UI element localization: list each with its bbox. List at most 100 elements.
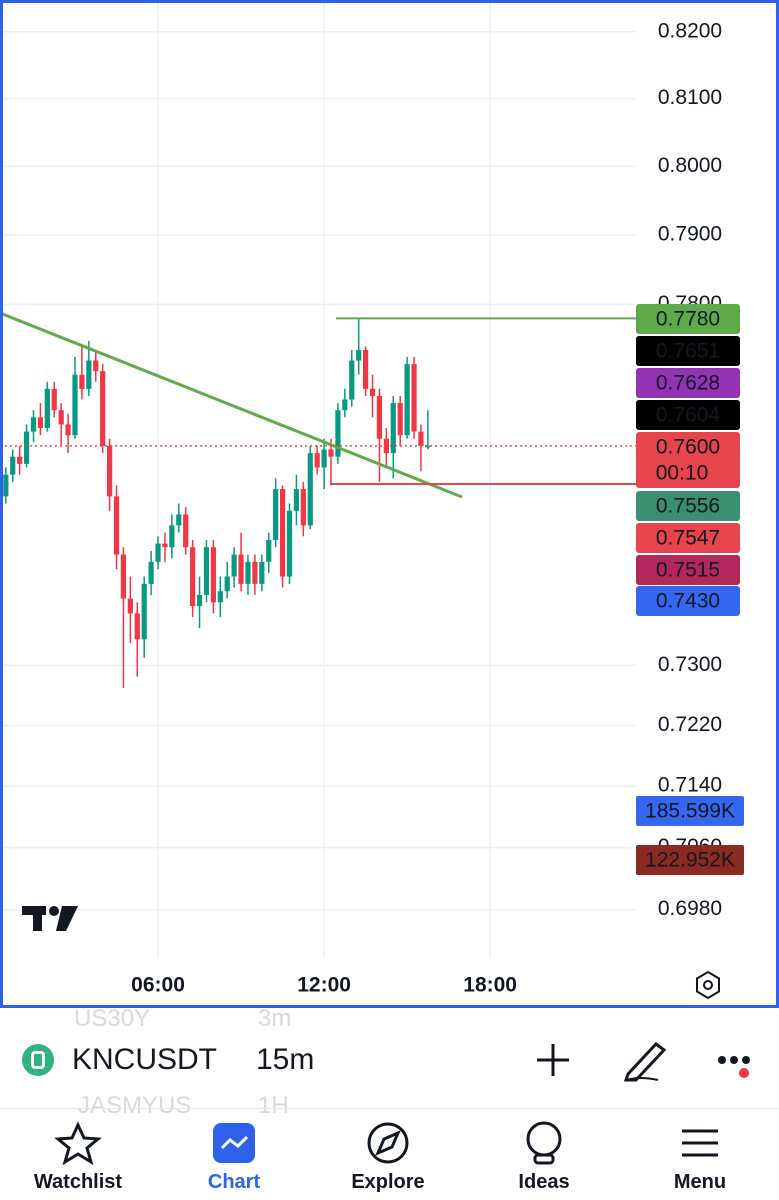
symbol-logo (22, 1044, 54, 1076)
candle-body (120, 554, 127, 599)
y-tick-label: 0.7220 (658, 713, 722, 736)
candle-body (356, 349, 362, 361)
ideas-icon[interactable] (526, 1121, 562, 1157)
trend-line (0, 311, 463, 499)
y-tick-label: 0.8100 (658, 86, 722, 109)
ghost-symbol: US30Y (74, 1005, 151, 1032)
menu-icon[interactable] (682, 1129, 718, 1157)
candle-body (127, 598, 133, 614)
price-badge-label: 0.7780 (656, 308, 720, 331)
countdown: 00:10 (656, 462, 709, 485)
draw-button[interactable] (623, 1041, 667, 1082)
candle-body (293, 489, 300, 511)
price-badge-label: 0.7651 (656, 340, 720, 363)
x-tick-label: 06:00 (131, 974, 185, 997)
grid (0, 0, 636, 958)
candle-body (328, 449, 334, 457)
candle-body (217, 591, 223, 603)
candle-body (134, 613, 140, 640)
candle-body (176, 514, 182, 526)
y-tick-label: 0.8000 (658, 154, 722, 177)
candle-body (196, 594, 203, 607)
candle-body (376, 395, 383, 439)
volume-badge (636, 845, 744, 875)
explore-icon[interactable] (367, 1122, 409, 1164)
price-badge-label: 0.7628 (656, 372, 720, 395)
nav-label[interactable]: Watchlist (33, 1171, 123, 1193)
price-badge (636, 586, 740, 616)
candle-body (390, 403, 396, 454)
price-badge (636, 400, 740, 430)
settings-icon[interactable] (696, 970, 720, 1000)
candle-body (3, 474, 9, 497)
overlay: 0.82000.81000.80000.79000.78000.73000.72… (0, 19, 744, 997)
candle-body (113, 496, 120, 555)
tv-logo (22, 906, 78, 931)
candle-body (286, 510, 293, 577)
nav-label[interactable]: Menu (673, 1171, 727, 1193)
candle-body (72, 374, 78, 436)
candle-body (411, 364, 417, 432)
price-badge-label: 0.7547 (656, 527, 720, 550)
explore-needle (375, 1130, 401, 1156)
candle-body (321, 449, 327, 468)
x-tick-label: 18:00 (463, 974, 517, 997)
y-tick-label: 0.7140 (658, 774, 722, 797)
volume-badge-label: 185.599K (645, 800, 735, 823)
y-tick-label: 0.6980 (658, 897, 722, 920)
candle-body (190, 547, 196, 607)
divider (0, 1108, 779, 1109)
symbol[interactable]: KNCUSDT (72, 1043, 218, 1076)
symbol-logo-mark (31, 1051, 45, 1069)
nav-label-active[interactable]: Chart (207, 1171, 261, 1193)
candle-body (363, 349, 369, 389)
nav-icons (54, 1121, 718, 1166)
candle-body (349, 360, 355, 400)
candle-body (210, 547, 216, 603)
candle-body (418, 431, 424, 446)
ghost-interval: 3m (258, 1005, 292, 1032)
more-button[interactable] (718, 1056, 750, 1078)
candle-body (17, 456, 23, 464)
volume-badge-label: 122.952K (645, 849, 735, 872)
nav-label[interactable]: Explore (351, 1171, 425, 1193)
candle-body (23, 431, 30, 464)
candle-body (30, 417, 37, 432)
ghost-symbol: JASMYUS (78, 1092, 192, 1119)
candles (3, 318, 431, 688)
chart-icon-line (220, 1135, 249, 1150)
candle-body (58, 410, 64, 425)
candle-body (397, 403, 403, 436)
y-tick-label: 0.7900 (658, 222, 722, 245)
candle-body (335, 410, 341, 457)
candle-body (369, 388, 376, 396)
price-badge (636, 336, 740, 366)
add-button[interactable] (537, 1044, 569, 1076)
ideas-icon-base (533, 1153, 555, 1165)
chart-frame (0, 0, 779, 1008)
chart: 0.82000.81000.80000.79000.78000.73000.72… (0, 0, 779, 1008)
price-badge-label: 0.7515 (656, 559, 720, 582)
watchlist-icon[interactable] (54, 1121, 102, 1166)
candle-body (86, 360, 92, 389)
candle-body (273, 489, 279, 540)
price-badge-label: 0.7600 (656, 436, 720, 459)
candle-body (404, 364, 410, 436)
candle-body (342, 399, 348, 411)
toolbar-icons (537, 1041, 750, 1082)
candle-body (266, 539, 272, 562)
volume-badge (636, 796, 744, 826)
candle-body (162, 543, 168, 548)
price-badge (636, 304, 740, 334)
price-badge (636, 523, 740, 553)
candle-body (279, 489, 286, 577)
nav-label[interactable]: Ideas (518, 1171, 570, 1193)
price-badge (636, 432, 740, 488)
candle-body (314, 453, 320, 468)
candle-body (10, 456, 16, 475)
interval[interactable]: 15m (256, 1043, 315, 1076)
price-badge-label: 0.7430 (656, 590, 720, 613)
price-badge-label: 0.7556 (656, 495, 720, 518)
y-tick-label: 0.7300 (658, 653, 722, 676)
